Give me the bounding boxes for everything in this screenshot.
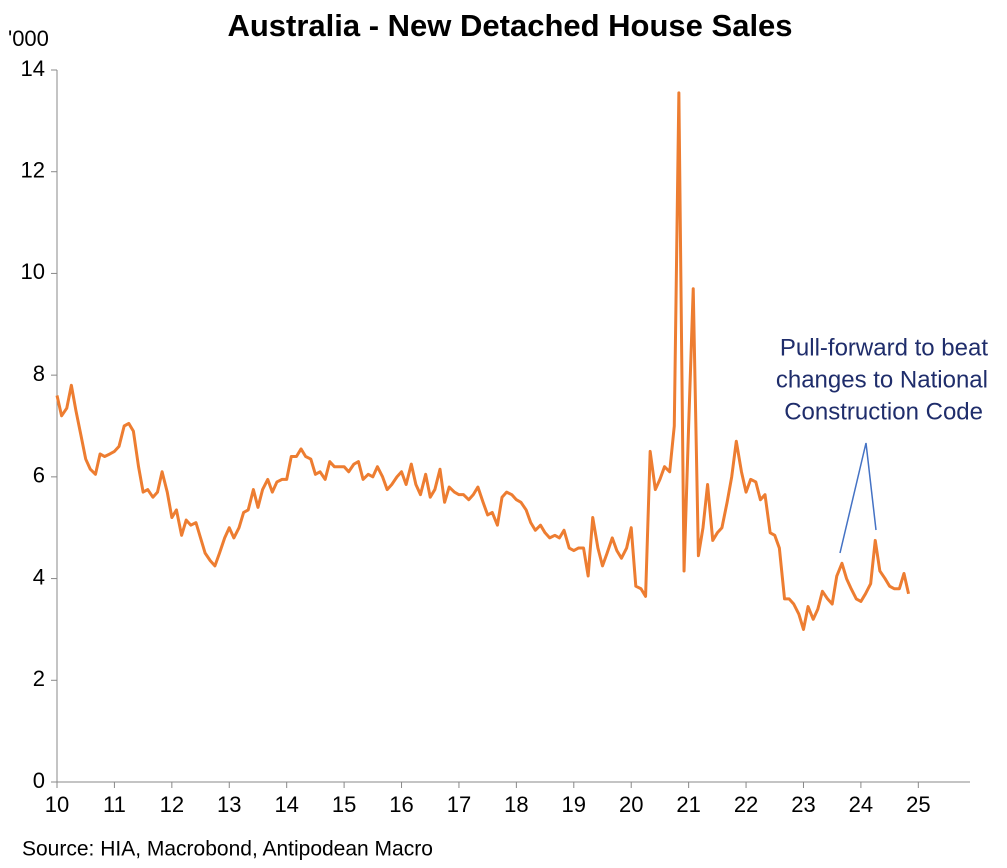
x-tick-label: 11 (103, 792, 126, 817)
source-note: Source: HIA, Macrobond, Antipodean Macro (22, 838, 433, 861)
y-tick-label: 12 (21, 158, 45, 183)
x-tick-label: 14 (274, 792, 298, 817)
y-tick-label: 6 (33, 463, 45, 488)
x-tick-label: 20 (619, 792, 643, 817)
y-tick-label: 2 (33, 666, 45, 691)
x-tick-label: 17 (447, 792, 471, 817)
y-tick-label: 14 (21, 56, 45, 81)
x-tick-label: 12 (160, 792, 184, 817)
x-tick-label: 25 (906, 792, 930, 817)
x-tick-label: 23 (791, 792, 815, 817)
chart-title: Australia - New Detached House Sales (227, 8, 792, 43)
annotation-line: Pull-forward to beat (780, 334, 988, 361)
x-tick-label: 13 (217, 792, 241, 817)
y-tick-label: 0 (33, 768, 45, 793)
annotation-pointer (839, 442, 877, 554)
data-line (55, 91, 911, 631)
annotation-line: changes to National (776, 366, 988, 393)
x-tick-label: 15 (332, 792, 356, 817)
y-tick-label: 10 (21, 259, 45, 284)
x-tick-label: 21 (676, 792, 700, 817)
x-tick-label: 16 (389, 792, 413, 817)
annotation-line: Construction Code (784, 398, 983, 425)
x-tick-label: 18 (504, 792, 528, 817)
annotation: Pull-forward to beat changes to National… (776, 334, 988, 425)
y-tick-label: 4 (33, 564, 45, 589)
x-tick-label: 24 (849, 792, 873, 817)
x-tick-label: 19 (562, 792, 586, 817)
x-tick-label: 10 (45, 792, 69, 817)
x-tick-label: 22 (734, 792, 758, 817)
y-unit-label: '000 (8, 26, 49, 51)
y-tick-label: 8 (33, 361, 45, 386)
